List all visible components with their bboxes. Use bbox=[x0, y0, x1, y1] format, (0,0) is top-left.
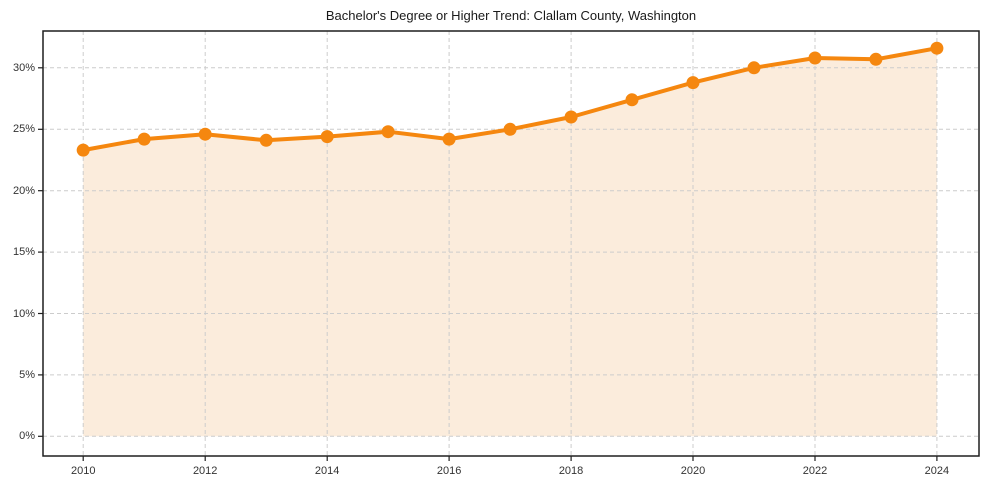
x-tick-label: 2012 bbox=[192, 465, 218, 477]
y-tick-label: 30% bbox=[12, 61, 35, 74]
plot-border bbox=[42, 30, 980, 457]
data-point-marker bbox=[137, 132, 151, 146]
data-point-marker bbox=[808, 51, 822, 65]
x-tick-label: 2022 bbox=[802, 465, 828, 477]
data-point-marker bbox=[747, 61, 761, 75]
x-tick-label: 2014 bbox=[314, 465, 340, 477]
data-point-marker bbox=[869, 52, 883, 66]
data-point-marker bbox=[442, 132, 456, 146]
data-point-marker bbox=[503, 122, 517, 136]
y-tick-label: 10% bbox=[12, 307, 35, 320]
data-point-marker bbox=[564, 110, 578, 124]
data-point-marker bbox=[625, 93, 639, 107]
y-tick-label: 20% bbox=[12, 184, 35, 197]
x-tick-label: 2024 bbox=[924, 465, 950, 477]
data-point-marker bbox=[259, 133, 273, 147]
y-tick-label: 0% bbox=[19, 430, 35, 443]
data-point-marker bbox=[686, 76, 700, 90]
data-point-marker bbox=[381, 125, 395, 139]
data-point-marker bbox=[76, 143, 90, 157]
data-point-marker bbox=[198, 127, 212, 141]
y-tick-label: 25% bbox=[12, 123, 35, 136]
x-tick-label: 2010 bbox=[70, 465, 96, 477]
y-tick-label: 15% bbox=[12, 246, 35, 259]
chart-title: Bachelor's Degree or Higher Trend: Clall… bbox=[325, 8, 697, 23]
x-tick-label: 2016 bbox=[436, 465, 462, 477]
y-tick-label: 5% bbox=[19, 368, 35, 381]
x-tick-label: 2018 bbox=[558, 465, 584, 477]
data-point-marker bbox=[320, 130, 334, 144]
series-area-fill bbox=[83, 48, 937, 437]
data-point-marker bbox=[930, 41, 944, 55]
x-tick-label: 2020 bbox=[680, 465, 706, 477]
